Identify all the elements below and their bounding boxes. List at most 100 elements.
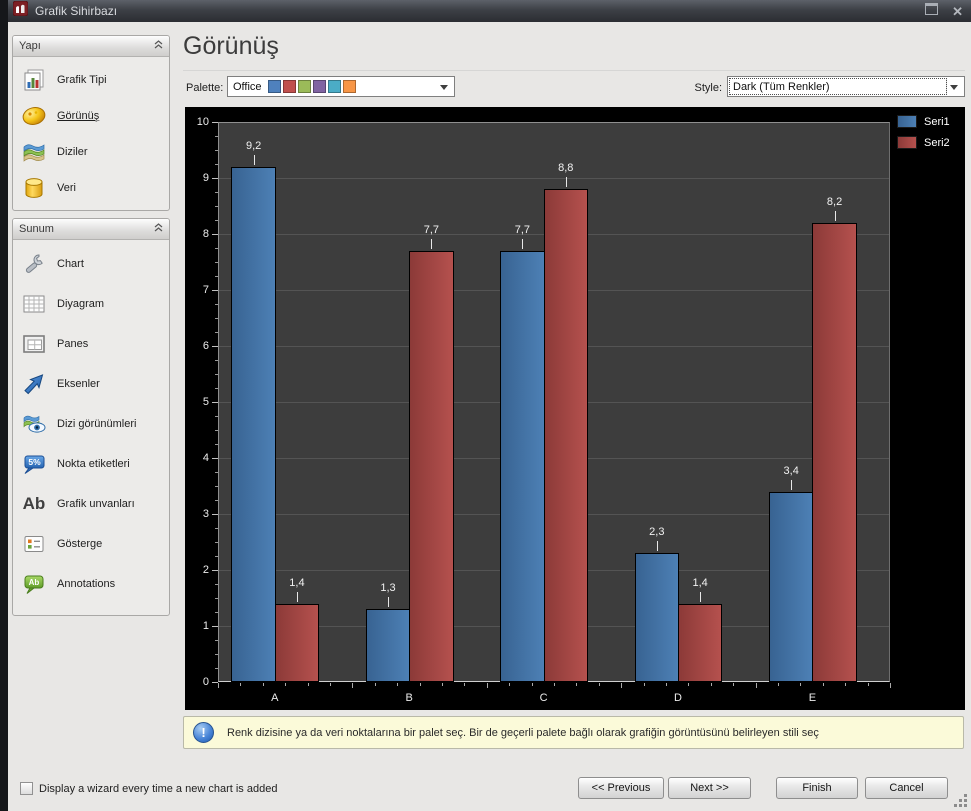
series-views-icon — [18, 412, 50, 436]
sidebar-item-nokta-etiketleri[interactable]: 5% Nokta etiketleri — [18, 445, 164, 483]
x-axis-tick — [755, 683, 757, 688]
x-axis-tick — [576, 683, 578, 686]
dropdown-arrow-icon[interactable] — [950, 84, 958, 90]
y-axis-tick — [212, 570, 218, 571]
next-button[interactable]: Next >> — [668, 777, 751, 799]
app-icon — [12, 0, 29, 21]
style-label: Style: — [694, 82, 722, 94]
resize-grip[interactable] — [964, 804, 967, 807]
sidebar-item-diyagram[interactable]: Diyagram — [18, 285, 164, 323]
y-axis-minor-tick — [215, 374, 218, 375]
sunum-group-header[interactable]: Sunum — [13, 219, 169, 240]
y-axis-label: 4 — [202, 452, 209, 464]
sidebar-item-gosterge[interactable]: Gösterge — [18, 525, 164, 563]
y-axis-minor-tick — [215, 304, 218, 305]
x-axis-tick — [598, 683, 600, 686]
restore-button[interactable] — [925, 2, 939, 20]
background-window-edge — [0, 0, 8, 811]
bar-value-leader — [431, 238, 433, 249]
sidebar-item-eksenler[interactable]: Eksenler — [18, 365, 164, 403]
y-axis-tick — [212, 178, 218, 179]
x-axis-tick — [531, 683, 533, 686]
bar-seri1-D — [634, 553, 679, 682]
bar-value-label: 7,7 — [423, 223, 439, 236]
y-axis-minor-tick — [215, 332, 218, 333]
sidebar-item-grafik-unvanlari[interactable]: Ab Grafik unvanları — [18, 485, 164, 523]
yapi-group-title: Yapı — [19, 40, 41, 52]
panes-icon — [18, 332, 50, 356]
x-axis-tick — [218, 683, 219, 688]
header-separator — [183, 70, 965, 71]
palette-swatch — [327, 80, 341, 93]
point-labels-icon-glyph: 5% — [28, 457, 41, 467]
y-axis-minor-tick — [215, 318, 218, 319]
x-axis-tick — [710, 683, 712, 686]
y-axis-minor-tick — [215, 542, 218, 543]
chart-preview: 0 1 2 3 4 5 6 7 8 9 10 9,2 1,4 A 1,3 7,7 B 7,7 8,8 C 2,3 1,4 D… — [185, 107, 965, 710]
sidebar-item-grafik-tipi[interactable]: Grafik Tipi — [18, 62, 164, 98]
x-axis-tick — [733, 683, 735, 686]
sidebar-item-veri[interactable]: Veri — [18, 170, 164, 206]
y-axis-label: 5 — [202, 396, 209, 408]
sidebar-item-label: Grafik unvanları — [57, 498, 135, 510]
palette-swatch — [312, 80, 326, 93]
y-axis-minor-tick — [215, 248, 218, 249]
y-axis-minor-tick — [215, 528, 218, 529]
palette-label: Palette: — [186, 82, 224, 94]
palette-value: Office — [233, 80, 262, 93]
bar-seri1-E — [769, 491, 814, 682]
legend-swatch — [897, 136, 917, 149]
style-combobox[interactable]: Dark (Tüm Renkler) — [727, 76, 965, 97]
sidebar-item-label: Veri — [57, 182, 76, 194]
sidebar-item-dizi-gorunumleri[interactable]: Dizi görünümleri — [18, 405, 164, 443]
close-button[interactable]: ✕ — [952, 3, 963, 19]
y-axis-label: 1 — [202, 620, 209, 632]
dropdown-arrow-icon[interactable] — [440, 84, 448, 90]
yapi-group-header[interactable]: Yapı — [13, 36, 169, 57]
x-axis-tick — [867, 683, 869, 686]
y-axis-label: 9 — [202, 172, 209, 184]
x-axis-tick — [285, 683, 287, 686]
sidebar-item-chart[interactable]: Chart — [18, 245, 164, 283]
sidebar-item-annotations[interactable]: Ab Annotations — [18, 565, 164, 603]
x-axis-tick — [666, 683, 667, 686]
sidebar-item-label: Panes — [57, 338, 89, 350]
x-category-label: A — [271, 692, 279, 704]
y-axis-minor-tick — [215, 500, 218, 501]
data-cylinder-icon — [18, 176, 50, 200]
y-axis-label: 7 — [202, 284, 209, 296]
bar-value-label: 1,4 — [692, 576, 708, 589]
x-axis-tick — [374, 683, 376, 686]
x-axis-tick — [890, 683, 891, 688]
sidebar-item-label: Nokta etiketleri — [57, 458, 130, 470]
page-title: Görünüş — [183, 32, 279, 60]
bar-seri2-D — [677, 603, 723, 682]
sidebar-item-diziler[interactable]: Diziler — [18, 134, 164, 170]
y-axis-label: 10 — [196, 116, 209, 128]
x-axis-tick — [509, 683, 511, 686]
palette-combobox[interactable]: Office — [227, 76, 455, 97]
chart-titles-icon-glyph: Ab — [22, 494, 46, 513]
x-axis-tick — [262, 683, 264, 686]
bar-value-leader — [388, 597, 390, 608]
sidebar-item-label: Grafik Tipi — [57, 74, 107, 86]
x-axis-tick — [442, 683, 443, 686]
bar-value-label: 1,4 — [289, 576, 305, 589]
legend-label: Seri1 — [924, 115, 950, 128]
previous-button[interactable]: << Previous — [578, 777, 664, 799]
bar-value-label: 7,7 — [514, 223, 531, 236]
sunum-group-title: Sunum — [19, 223, 54, 235]
y-axis-label: 2 — [202, 564, 209, 576]
sidebar-item-panes[interactable]: Panes — [18, 325, 164, 363]
display-wizard-checkbox[interactable] — [20, 782, 33, 795]
titlebar[interactable]: Grafik Sihirbazı ✕ — [8, 0, 971, 22]
bar-value-leader — [565, 177, 567, 188]
sidebar-item-gorunus[interactable]: Görünüş — [18, 98, 164, 134]
cancel-button[interactable]: Cancel — [865, 777, 948, 799]
finish-button[interactable]: Finish — [776, 777, 858, 799]
x-axis-tick — [486, 683, 488, 688]
y-axis-minor-tick — [215, 556, 218, 557]
bar-value-leader — [791, 479, 793, 490]
info-text: Renk dizisine ya da veri noktalarına bir… — [227, 726, 819, 739]
x-category-label: D — [674, 692, 682, 704]
